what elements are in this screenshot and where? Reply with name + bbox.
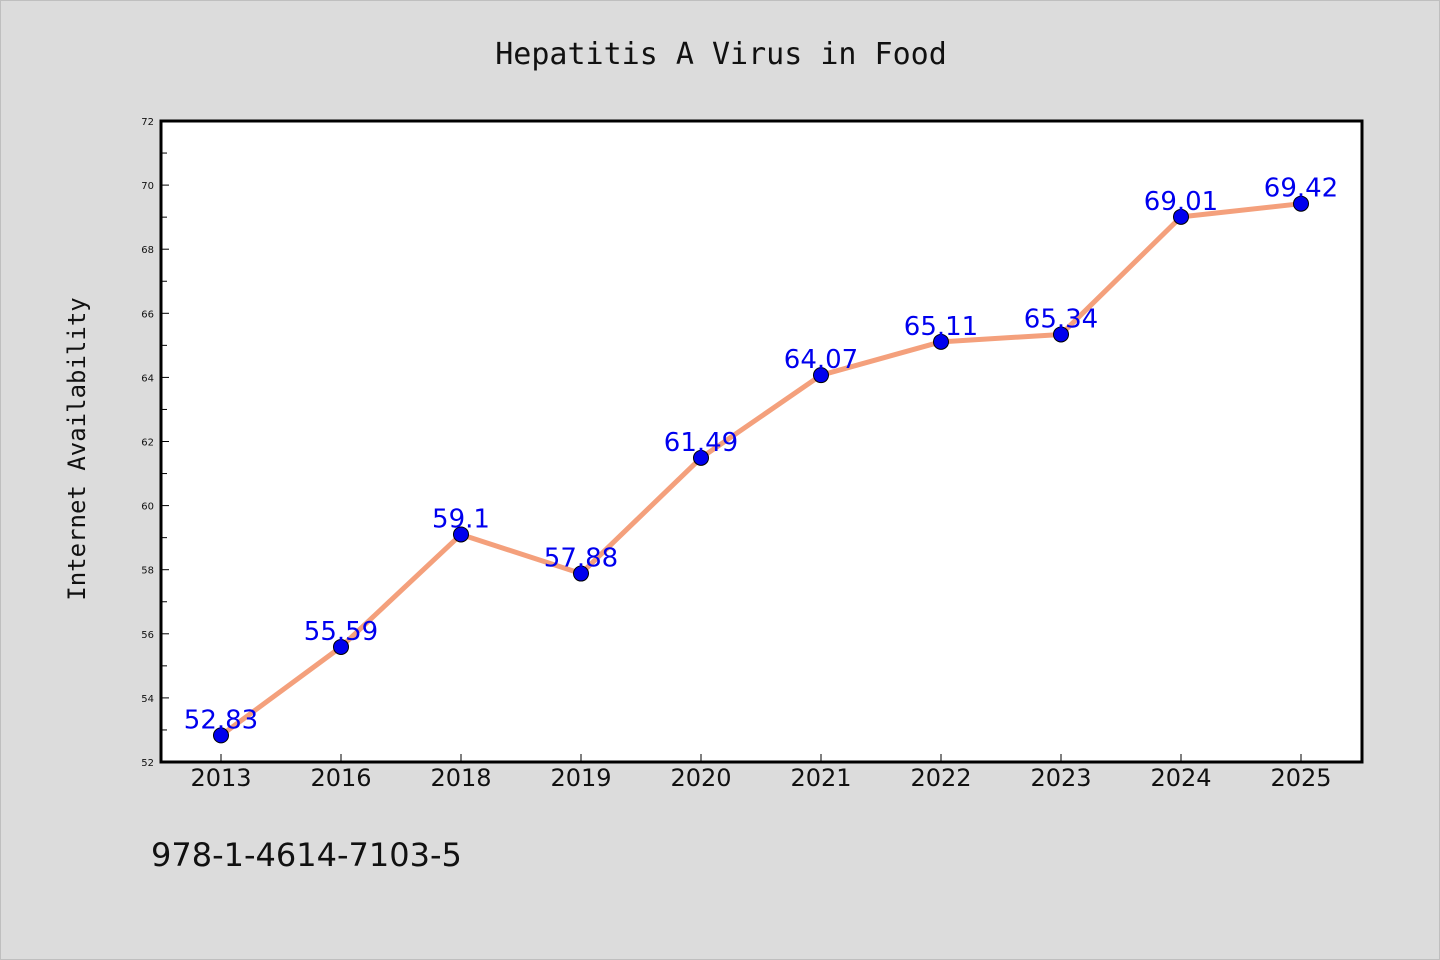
data-value-label: 61.49 [664, 428, 738, 458]
data-point [1053, 326, 1069, 343]
data-value-label: 59.1 [432, 504, 490, 534]
y-tick-label: 62 [141, 438, 154, 449]
data-value-label: 57.88 [544, 544, 618, 574]
x-tick-label: 2020 [670, 764, 731, 792]
x-tick-label: 2021 [790, 764, 851, 792]
data-point [1173, 208, 1189, 225]
y-tick-label: 72 [141, 117, 154, 128]
y-tick-label: 66 [141, 309, 154, 320]
data-point [693, 449, 709, 466]
x-tick-label: 2013 [190, 764, 251, 792]
data-value-label: 69.42 [1264, 174, 1338, 204]
data-labels: 52.83 55.59 59.1 57.88 61.49 64.07 65.11 65.34 6… [184, 174, 1338, 736]
y-tick-label: 52 [141, 758, 154, 769]
x-tick-label: 2018 [430, 764, 491, 792]
data-point [333, 638, 349, 655]
data-series [218, 201, 1304, 738]
data-point [213, 727, 229, 744]
chart-title: Hepatitis A Virus in Food [495, 37, 947, 72]
data-value-label: 69.01 [1144, 187, 1218, 217]
data-point [1293, 195, 1309, 212]
data-point [453, 526, 469, 543]
data-point [933, 333, 949, 350]
y-axis: 52 54 56 58 60 62 64 66 68 70 72 [141, 117, 169, 769]
y-tick-label: 56 [141, 630, 154, 641]
x-tick-label: 2024 [1150, 764, 1211, 792]
x-tick-label: 2019 [550, 764, 611, 792]
isbn-text: 978-1-4614-7103-5 [151, 836, 462, 874]
data-value-label: 52.83 [184, 705, 258, 735]
data-value-label: 55.59 [304, 617, 378, 647]
y-tick-label: 70 [141, 181, 154, 192]
series-line [218, 201, 1304, 738]
y-tick-label: 58 [141, 566, 154, 577]
data-value-label: 65.11 [904, 312, 978, 342]
x-axis: 2013 2016 2018 2019 2020 2021 2022 2023 2024 2025 [190, 754, 1332, 792]
y-tick-label: 54 [141, 694, 154, 705]
x-tick-label: 2025 [1270, 764, 1331, 792]
data-value-label: 64.07 [784, 345, 858, 375]
data-point [573, 565, 589, 582]
y-tick-label: 68 [141, 245, 154, 256]
x-tick-label: 2016 [310, 764, 371, 792]
y-tick-label: 60 [141, 502, 154, 513]
plot-area [159, 119, 1364, 764]
y-tick-label: 64 [141, 373, 154, 384]
data-point [813, 367, 829, 384]
y-axis-label: Internet Availability [63, 297, 91, 600]
x-tick-label: 2023 [1030, 764, 1091, 792]
data-value-label: 65.34 [1024, 304, 1098, 334]
x-tick-label: 2022 [910, 764, 971, 792]
data-markers [213, 195, 1309, 744]
